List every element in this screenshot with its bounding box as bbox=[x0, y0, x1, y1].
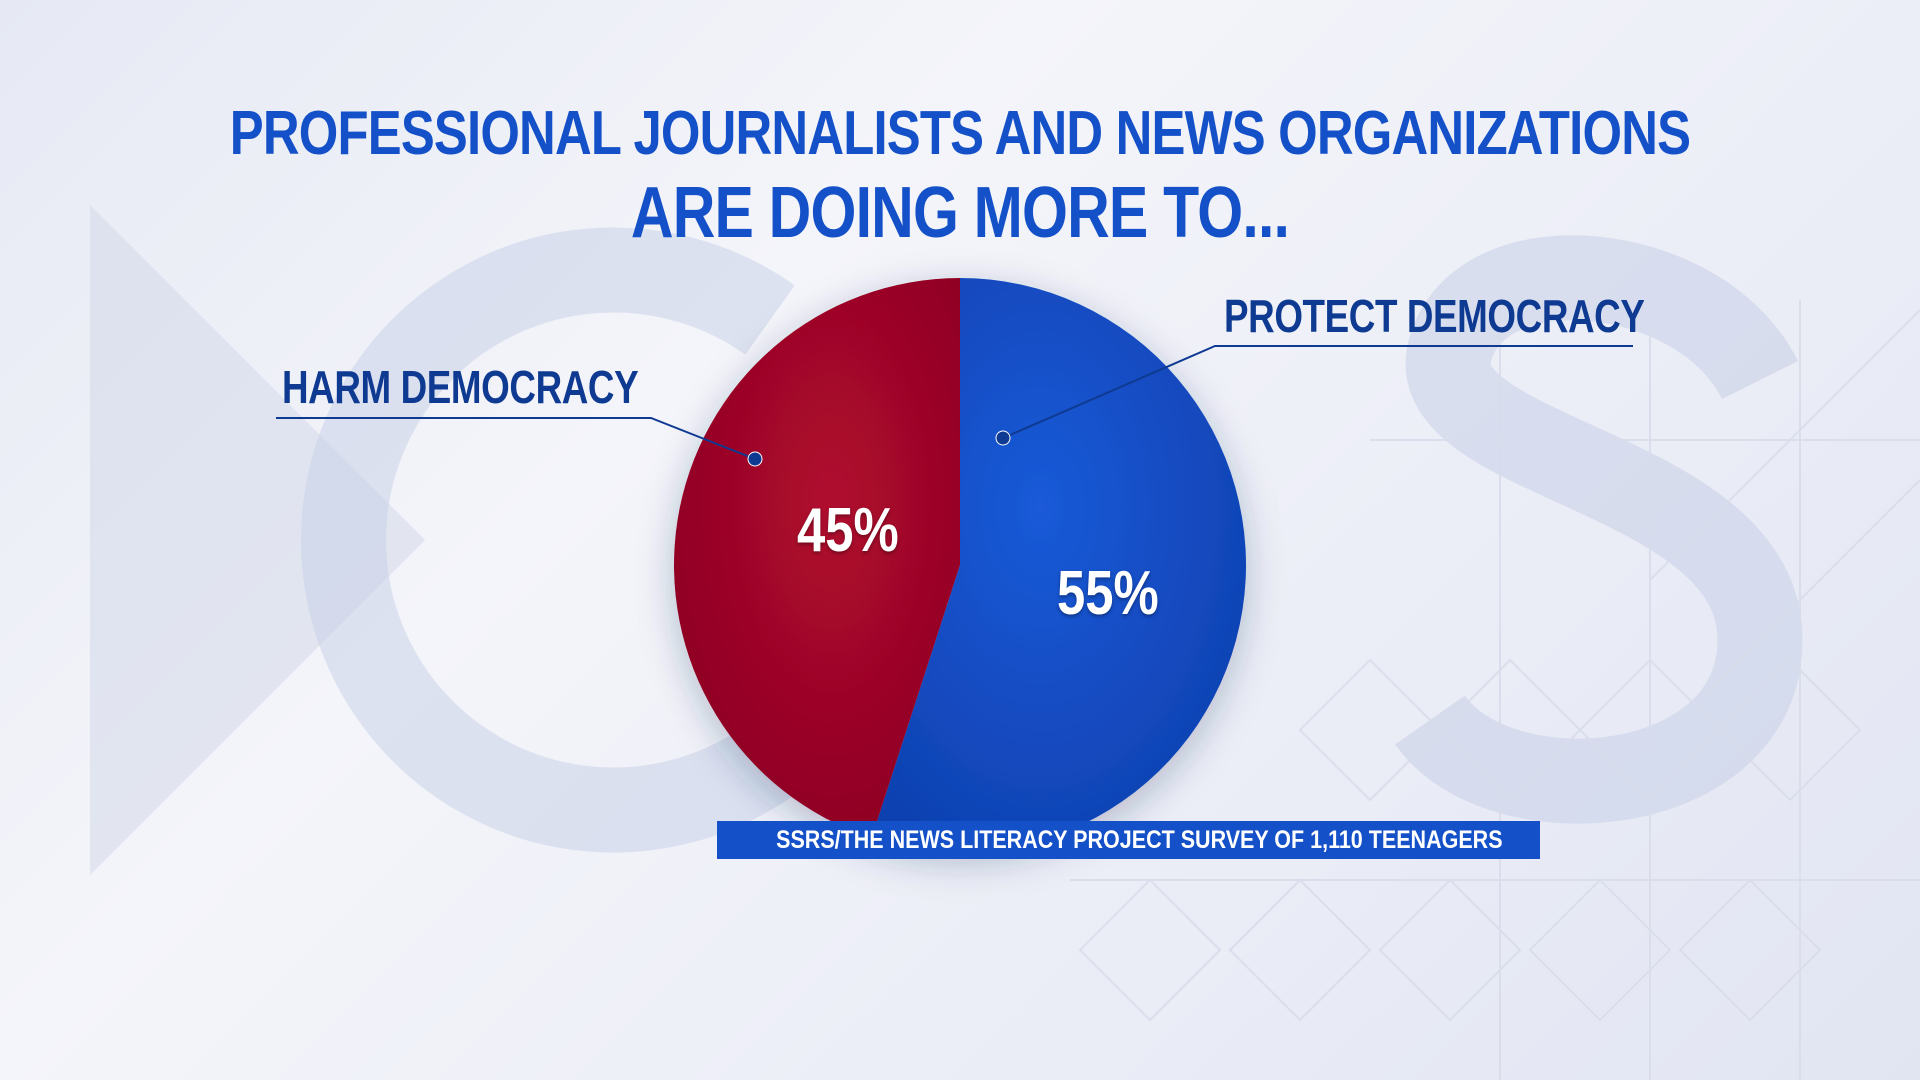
callout-lines bbox=[276, 345, 1633, 467]
protect-democracy-percent: 55% bbox=[1057, 559, 1159, 628]
bg-letter-c-shape bbox=[301, 227, 795, 853]
bg-triangle-shape bbox=[90, 205, 425, 875]
pie-group bbox=[673, 277, 1246, 852]
harm-democracy-callout-line bbox=[276, 417, 756, 460]
pie-slice-harm-democracy bbox=[673, 277, 960, 838]
chart-title-line-1: PROFESSIONAL JOURNALISTS AND NEWS ORGANI… bbox=[229, 99, 1691, 168]
harm-democracy-callout-dot bbox=[747, 451, 763, 467]
harm-democracy-percent: 45% bbox=[797, 496, 899, 565]
bg-diamond-pattern bbox=[1070, 300, 1920, 1080]
protect-democracy-callout-line bbox=[1002, 345, 1633, 439]
bg-letter-s-shape bbox=[1395, 235, 1803, 824]
source-text: SSRS/THE NEWS LITERACY PROJECT SURVEY OF… bbox=[776, 826, 1503, 854]
protect-democracy-callout-dot bbox=[995, 430, 1011, 446]
protect-democracy-label: PROTECT DEMOCRACY bbox=[1224, 290, 1645, 342]
chart-title-line-2: ARE DOING MORE TO... bbox=[630, 173, 1290, 253]
harm-democracy-label: HARM DEMOCRACY bbox=[282, 361, 639, 413]
pie-slice-protect-democracy bbox=[871, 278, 1246, 852]
source-banner: SSRS/THE NEWS LITERACY PROJECT SURVEY OF… bbox=[717, 821, 1540, 859]
